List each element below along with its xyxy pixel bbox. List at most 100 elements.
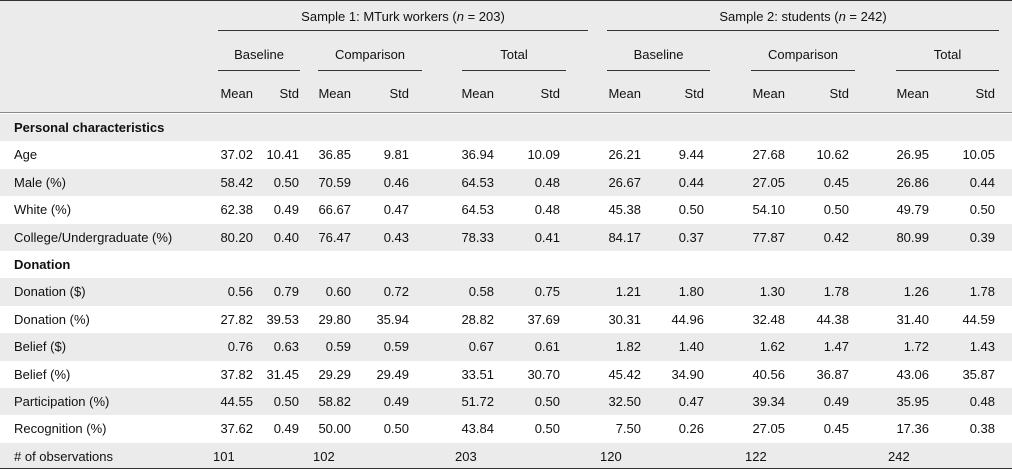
stat-header: Mean bbox=[608, 86, 641, 101]
stat-header: Mean bbox=[752, 86, 785, 101]
cell-value: 0.47 bbox=[383, 202, 409, 218]
subgroup-header: Total bbox=[500, 47, 528, 62]
row-stripe bbox=[0, 223, 1012, 251]
cell-value: 0.45 bbox=[823, 421, 849, 437]
cell-value: 37.69 bbox=[527, 311, 560, 327]
cell-value: 35.94 bbox=[376, 311, 409, 327]
cell-value: 26.86 bbox=[896, 174, 929, 190]
cell-value: 0.39 bbox=[969, 229, 995, 245]
cell-value: 0.61 bbox=[534, 339, 560, 355]
cell-value: 27.05 bbox=[752, 174, 785, 190]
cell-value: 1.21 bbox=[615, 284, 641, 300]
cell-value: 37.02 bbox=[220, 147, 253, 163]
header-background bbox=[0, 0, 1012, 112]
cell-value: 0.63 bbox=[273, 339, 299, 355]
cell-value: 0.48 bbox=[534, 202, 560, 218]
cell-value: 77.87 bbox=[752, 229, 785, 245]
cell-value: 54.10 bbox=[752, 202, 785, 218]
cell-value: 0.67 bbox=[468, 339, 494, 355]
top-rule bbox=[0, 0, 1012, 1]
cell-value: 0.50 bbox=[273, 394, 299, 409]
cell-value: 49.79 bbox=[896, 202, 929, 218]
count-value: 122 bbox=[745, 448, 767, 464]
stat-header: Std bbox=[975, 86, 995, 101]
subgroup-header: Baseline bbox=[234, 47, 284, 62]
subgroup-rule bbox=[218, 70, 300, 71]
cell-value: 66.67 bbox=[318, 202, 351, 218]
cell-value: 43.84 bbox=[461, 421, 494, 437]
cell-value: 45.42 bbox=[608, 366, 641, 382]
row-label: Age bbox=[14, 147, 38, 163]
cell-value: 7.50 bbox=[615, 421, 641, 437]
cell-value: 10.05 bbox=[962, 147, 995, 163]
cell-value: 1.40 bbox=[678, 339, 704, 355]
cell-value: 44.59 bbox=[962, 311, 995, 327]
stat-header: Std bbox=[829, 86, 849, 101]
n-symbol: n bbox=[838, 9, 846, 24]
cell-value: 1.78 bbox=[823, 284, 849, 300]
cell-value: 0.46 bbox=[383, 174, 409, 190]
cell-value: 10.62 bbox=[816, 147, 849, 163]
cell-value: 36.87 bbox=[816, 366, 849, 382]
cell-value: 33.51 bbox=[461, 366, 494, 382]
cell-value: 17.36 bbox=[896, 421, 929, 437]
cell-value: 0.50 bbox=[823, 202, 849, 218]
cell-value: 0.48 bbox=[969, 394, 995, 409]
cell-value: 80.99 bbox=[896, 229, 929, 245]
cell-value: 1.80 bbox=[678, 284, 704, 300]
cell-value: 0.50 bbox=[534, 394, 560, 409]
cell-value: 27.68 bbox=[752, 147, 785, 163]
cell-value: 28.82 bbox=[461, 311, 494, 327]
stat-header: Mean bbox=[220, 86, 253, 101]
row-stripe bbox=[0, 168, 1012, 197]
cell-value: 0.38 bbox=[969, 421, 995, 437]
cell-value: 84.17 bbox=[608, 229, 641, 245]
cell-value: 29.49 bbox=[376, 366, 409, 382]
row-label: Belief (%) bbox=[14, 366, 71, 382]
cell-value: 0.50 bbox=[273, 174, 299, 190]
row-label: Belief ($) bbox=[14, 339, 67, 355]
cell-value: 58.42 bbox=[220, 174, 253, 190]
cell-value: 30.31 bbox=[608, 311, 641, 327]
cell-value: 31.40 bbox=[896, 311, 929, 327]
row-label: Recognition (%) bbox=[14, 421, 107, 437]
cell-value: 0.49 bbox=[383, 394, 409, 409]
cell-value: 30.70 bbox=[527, 366, 560, 382]
group-title-part: = 203) bbox=[463, 9, 505, 24]
cell-value: 34.90 bbox=[671, 366, 704, 382]
stat-header: Mean bbox=[318, 86, 351, 101]
subgroup-header: Comparison bbox=[334, 47, 406, 62]
row-stripe bbox=[0, 388, 1012, 416]
cell-value: 1.78 bbox=[969, 284, 995, 300]
cell-value: 0.50 bbox=[678, 202, 704, 218]
count-value: 120 bbox=[600, 448, 622, 464]
row-label: Male (%) bbox=[14, 174, 67, 190]
cell-value: 26.95 bbox=[896, 147, 929, 163]
cell-value: 0.42 bbox=[823, 229, 849, 245]
cell-value: 44.96 bbox=[671, 311, 704, 327]
cell-value: 1.82 bbox=[615, 339, 641, 355]
cell-value: 0.59 bbox=[383, 339, 409, 355]
count-value: 203 bbox=[455, 448, 477, 464]
cell-value: 37.62 bbox=[220, 421, 253, 437]
n-symbol: n bbox=[456, 9, 464, 24]
cell-value: 37.82 bbox=[220, 366, 253, 382]
cell-value: 32.48 bbox=[752, 311, 785, 327]
cell-value: 0.37 bbox=[678, 229, 704, 245]
cell-value: 40.56 bbox=[752, 366, 785, 382]
row-label: College/Undergraduate (%) bbox=[14, 229, 173, 245]
cell-value: 0.75 bbox=[534, 284, 560, 300]
cell-value: 64.53 bbox=[461, 174, 494, 190]
cell-value: 0.60 bbox=[325, 284, 351, 300]
subgroup-rule bbox=[751, 70, 855, 71]
cell-value: 0.45 bbox=[823, 174, 849, 190]
cell-value: 0.76 bbox=[227, 339, 253, 355]
group-title-part: = 242) bbox=[845, 9, 887, 24]
row-stripe bbox=[0, 333, 1012, 361]
cell-value: 44.38 bbox=[816, 311, 849, 327]
cell-value: 51.72 bbox=[461, 394, 494, 409]
cell-value: 1.47 bbox=[823, 339, 849, 355]
group-title-part: Sample 1: MTurk workers ( bbox=[301, 9, 457, 24]
cell-value: 0.50 bbox=[534, 421, 560, 437]
